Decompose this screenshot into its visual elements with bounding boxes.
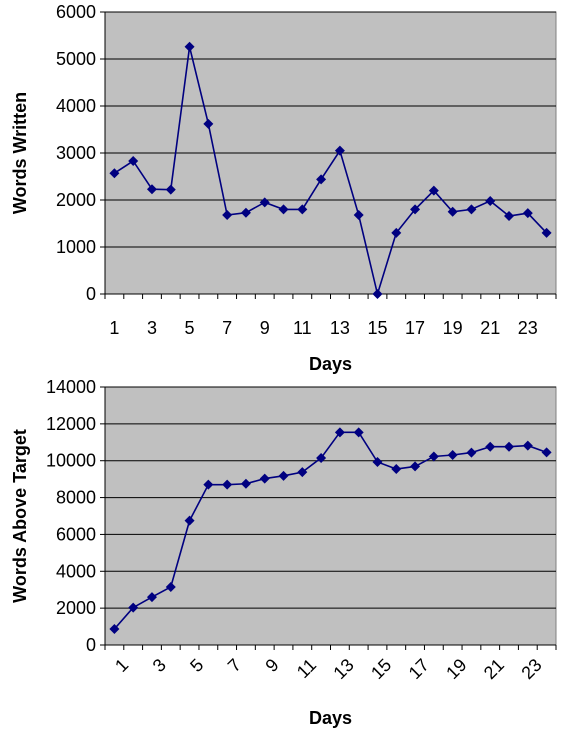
data-point xyxy=(165,581,176,592)
x-tick-label: 11 xyxy=(293,655,320,682)
x-tick-label: 13 xyxy=(330,318,350,338)
y-axis-title: Words Above Target xyxy=(10,429,30,603)
data-point xyxy=(240,207,251,218)
y-tick-label: 14000 xyxy=(46,377,96,397)
x-tick-label: 3 xyxy=(149,655,170,676)
data-point xyxy=(334,427,345,438)
y-tick-label: 6000 xyxy=(56,524,96,544)
data-point xyxy=(541,227,552,238)
data-point xyxy=(128,155,139,166)
data-point xyxy=(184,515,195,526)
data-point xyxy=(504,210,515,221)
data-point xyxy=(316,452,327,463)
data-point xyxy=(146,184,157,195)
x-tick-label: 21 xyxy=(480,318,500,338)
x-tick-label: 9 xyxy=(260,318,270,338)
x-tick-label: 11 xyxy=(293,318,312,338)
x-axis-title: Days xyxy=(309,708,352,728)
data-point xyxy=(410,461,421,472)
data-point xyxy=(372,289,383,299)
y-tick-label: 2000 xyxy=(56,598,96,618)
x-tick-label: 17 xyxy=(405,655,433,683)
data-point xyxy=(316,174,327,185)
data-point xyxy=(146,592,157,603)
data-point xyxy=(410,204,421,215)
x-tick-label: 7 xyxy=(224,655,245,676)
data-point xyxy=(165,184,176,195)
data-point xyxy=(485,441,496,452)
data-point xyxy=(278,470,289,481)
x-tick-label: 3 xyxy=(147,318,157,338)
y-tick-label: 2000 xyxy=(56,190,96,210)
y-tick-label: 4000 xyxy=(56,561,96,581)
y-tick-label: 8000 xyxy=(56,488,96,508)
x-tick-label: 15 xyxy=(367,655,395,683)
y-tick-label: 1000 xyxy=(56,237,96,257)
data-point xyxy=(372,457,383,468)
data-point xyxy=(259,197,270,208)
data-point xyxy=(297,204,308,215)
data-point xyxy=(485,195,496,206)
data-point xyxy=(297,467,308,478)
data-point xyxy=(109,623,120,634)
data-point xyxy=(203,479,214,490)
y-tick-label: 3000 xyxy=(56,143,96,163)
x-tick-label: 19 xyxy=(442,655,470,683)
data-point xyxy=(222,210,233,221)
x-tick-label: 13 xyxy=(329,655,357,683)
data-point xyxy=(428,451,439,462)
data-point xyxy=(109,168,120,179)
x-axis-title: Days xyxy=(309,354,352,374)
x-tick-label: 21 xyxy=(480,655,508,683)
data-point xyxy=(278,204,289,215)
y-tick-label: 12000 xyxy=(46,414,96,434)
x-tick-label: 1 xyxy=(109,318,119,338)
data-point xyxy=(447,206,458,217)
y-tick-label: 10000 xyxy=(46,451,96,471)
data-point xyxy=(522,440,533,451)
data-point xyxy=(222,479,233,490)
data-point xyxy=(259,473,270,484)
data-point xyxy=(522,208,533,219)
data-point xyxy=(428,185,439,196)
x-tick-label: 7 xyxy=(222,318,232,338)
data-point xyxy=(334,145,345,156)
x-tick-label: 19 xyxy=(443,318,463,338)
y-tick-label: 0 xyxy=(86,284,96,304)
x-tick-label: 23 xyxy=(517,655,545,683)
x-tick-label: 5 xyxy=(185,318,195,338)
y-tick-label: 6000 xyxy=(56,2,96,22)
x-tick-label: 5 xyxy=(186,655,207,676)
y-tick-label: 4000 xyxy=(56,96,96,116)
data-point xyxy=(504,441,515,452)
x-tick-label: 23 xyxy=(518,318,538,338)
data-point xyxy=(466,204,477,215)
x-tick-label: 15 xyxy=(367,318,387,338)
data-point xyxy=(447,450,458,461)
data-point xyxy=(128,602,139,613)
data-point xyxy=(391,464,402,475)
data-point xyxy=(391,227,402,238)
y-tick-label: 0 xyxy=(86,635,96,655)
plot-area xyxy=(104,386,557,646)
data-point xyxy=(541,447,552,458)
data-point xyxy=(466,447,477,458)
data-point xyxy=(203,118,214,129)
x-tick-label: 1 xyxy=(111,655,132,676)
data-point xyxy=(184,41,195,52)
data-point xyxy=(353,427,364,438)
y-tick-label: 5000 xyxy=(56,49,96,69)
x-tick-label: 9 xyxy=(261,655,282,676)
data-point xyxy=(353,210,364,221)
y-axis-title: Words Written xyxy=(10,92,30,214)
x-tick-label: 17 xyxy=(405,318,425,338)
data-point xyxy=(240,478,251,489)
